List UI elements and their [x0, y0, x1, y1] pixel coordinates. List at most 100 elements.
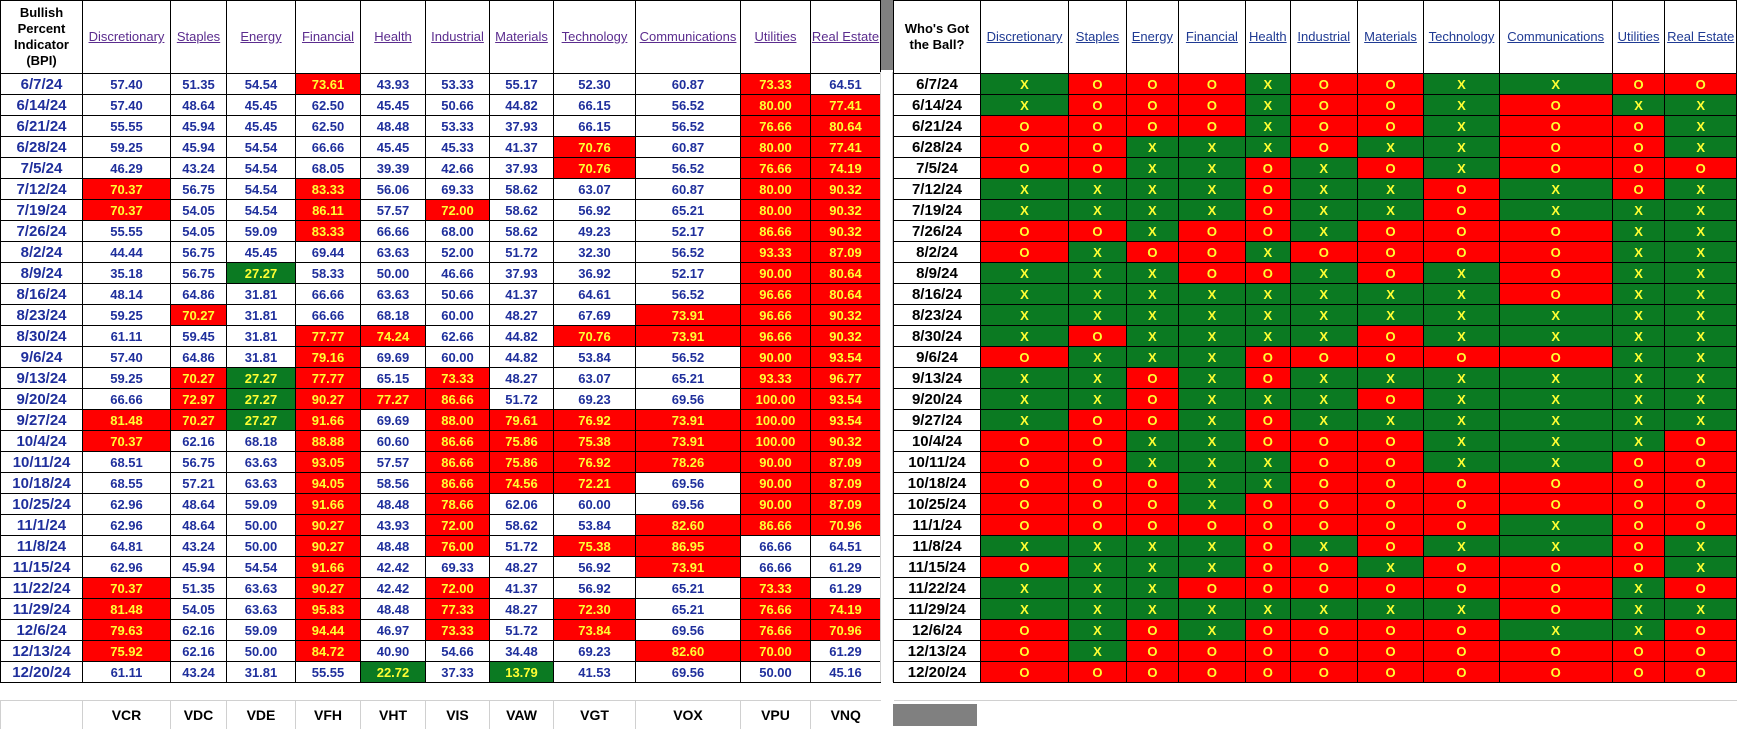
ball-date-cell: 7/5/24	[894, 158, 981, 179]
bpi-value-cell: 70.37	[83, 179, 171, 200]
bpi-value-cell: 50.66	[426, 284, 490, 305]
ball-signal-cell: O	[980, 515, 1068, 536]
ball-signal-cell: X	[1612, 431, 1665, 452]
ball-signal-cell: O	[980, 473, 1068, 494]
ball-signal-cell: X	[1126, 452, 1178, 473]
ball-signal-cell: X	[1126, 263, 1178, 284]
ball-sector-link-health[interactable]: Health	[1249, 29, 1287, 44]
bpi-value-cell: 56.92	[554, 200, 636, 221]
ball-signal-cell: X	[1069, 284, 1127, 305]
ball-sector-link-energy[interactable]: Energy	[1132, 29, 1173, 44]
ball-signal-cell: O	[1424, 662, 1500, 683]
ball-signal-cell: X	[1178, 473, 1245, 494]
ball-signal-cell: X	[1126, 179, 1178, 200]
bpi-value-cell: 70.27	[171, 410, 227, 431]
bpi-value-cell: 48.48	[361, 599, 426, 620]
ball-spacer-cell	[1665, 683, 1737, 701]
ball-date-cell: 11/1/24	[894, 515, 981, 536]
ball-signal-cell: O	[1290, 95, 1357, 116]
ball-signal-cell: O	[1290, 515, 1357, 536]
bpi-value-cell: 96.66	[741, 326, 811, 347]
ball-signal-cell: X	[1246, 242, 1291, 263]
ball-signal-cell: X	[1246, 95, 1291, 116]
ball-spacer-cell	[1246, 683, 1291, 701]
sector-link-energy[interactable]: Energy	[240, 29, 281, 44]
bpi-value-cell: 64.51	[811, 74, 881, 95]
ball-sector-link-real-estate[interactable]: Real Estate	[1667, 29, 1734, 44]
sector-link-financial[interactable]: Financial	[302, 29, 354, 44]
bpi-value-cell: 48.64	[171, 494, 227, 515]
ball-sector-link-materials[interactable]: Materials	[1364, 29, 1417, 44]
bpi-value-cell: 55.55	[83, 221, 171, 242]
bpi-date-cell: 8/23/24	[1, 305, 83, 326]
bpi-value-cell: 90.32	[811, 221, 881, 242]
ball-signal-cell: O	[1178, 74, 1245, 95]
ball-sector-link-discretionary[interactable]: Discretionary	[987, 29, 1063, 44]
ball-sector-link-utilities[interactable]: Utilities	[1618, 29, 1660, 44]
bpi-value-cell: 56.75	[171, 263, 227, 284]
ball-sector-link-financial[interactable]: Financial	[1186, 29, 1238, 44]
bpi-value-cell: 62.50	[296, 95, 361, 116]
sector-link-real-estate[interactable]: Real Estate	[812, 29, 879, 44]
bpi-value-cell: 66.66	[741, 557, 811, 578]
ball-signal-cell: X	[1290, 368, 1357, 389]
ball-signal-cell: O	[1126, 620, 1178, 641]
sector-link-industrial[interactable]: Industrial	[431, 29, 484, 44]
bpi-value-cell: 13.79	[490, 662, 554, 683]
bpi-value-cell: 43.24	[171, 662, 227, 683]
bpi-spacer-cell	[83, 683, 171, 701]
ball-signal-cell: O	[1246, 200, 1291, 221]
ball-signal-cell: X	[1246, 599, 1291, 620]
bpi-value-cell: 56.75	[171, 452, 227, 473]
bpi-header-cell: Health	[361, 1, 426, 74]
bpi-value-cell: 51.35	[171, 74, 227, 95]
ball-date-cell: 10/4/24	[894, 431, 981, 452]
ball-sector-link-staples[interactable]: Staples	[1076, 29, 1119, 44]
ball-signal-cell: X	[1665, 326, 1737, 347]
sector-link-technology[interactable]: Technology	[562, 29, 628, 44]
bpi-value-cell: 51.35	[171, 578, 227, 599]
ball-signal-cell: O	[1424, 641, 1500, 662]
bpi-value-cell: 87.09	[811, 452, 881, 473]
bpi-value-cell: 76.66	[741, 620, 811, 641]
bpi-value-cell: 72.30	[554, 599, 636, 620]
ball-signal-cell: X	[1665, 536, 1737, 557]
ball-signal-cell: X	[1665, 263, 1737, 284]
sector-link-communications[interactable]: Communications	[640, 29, 737, 44]
sector-link-utilities[interactable]: Utilities	[755, 29, 797, 44]
sector-link-materials[interactable]: Materials	[495, 29, 548, 44]
bpi-value-cell: 80.00	[741, 137, 811, 158]
sector-link-staples[interactable]: Staples	[177, 29, 220, 44]
bpi-value-cell: 50.00	[227, 641, 296, 662]
bpi-value-cell: 78.66	[426, 494, 490, 515]
sector-link-discretionary[interactable]: Discretionary	[89, 29, 165, 44]
ball-sector-link-communications[interactable]: Communications	[1507, 29, 1604, 44]
ball-signal-cell: O	[980, 494, 1068, 515]
ball-signal-cell: X	[1178, 368, 1245, 389]
sector-link-health[interactable]: Health	[374, 29, 412, 44]
ball-signal-cell: X	[1290, 599, 1357, 620]
bpi-header-cell: Industrial	[426, 1, 490, 74]
bpi-date-cell: 8/9/24	[1, 263, 83, 284]
bpi-value-cell: 54.66	[426, 641, 490, 662]
ball-sector-link-technology[interactable]: Technology	[1429, 29, 1495, 44]
bpi-value-cell: 57.40	[83, 74, 171, 95]
ball-signal-cell: O	[1178, 95, 1245, 116]
ball-sector-link-industrial[interactable]: Industrial	[1297, 29, 1350, 44]
bpi-value-cell: 90.27	[296, 515, 361, 536]
ball-signal-cell: O	[1126, 473, 1178, 494]
ball-signal-cell: X	[1290, 158, 1357, 179]
bpi-value-cell: 31.81	[227, 662, 296, 683]
ball-spacer-cell	[1499, 683, 1612, 701]
ball-signal-cell: X	[1357, 368, 1423, 389]
bpi-date-cell: 11/1/24	[1, 515, 83, 536]
bpi-header-cell: Energy	[227, 1, 296, 74]
bpi-value-cell: 58.56	[361, 473, 426, 494]
ball-signal-cell: X	[1290, 305, 1357, 326]
bpi-spacer-cell	[554, 683, 636, 701]
bpi-value-cell: 64.86	[171, 347, 227, 368]
bpi-value-cell: 44.44	[83, 242, 171, 263]
